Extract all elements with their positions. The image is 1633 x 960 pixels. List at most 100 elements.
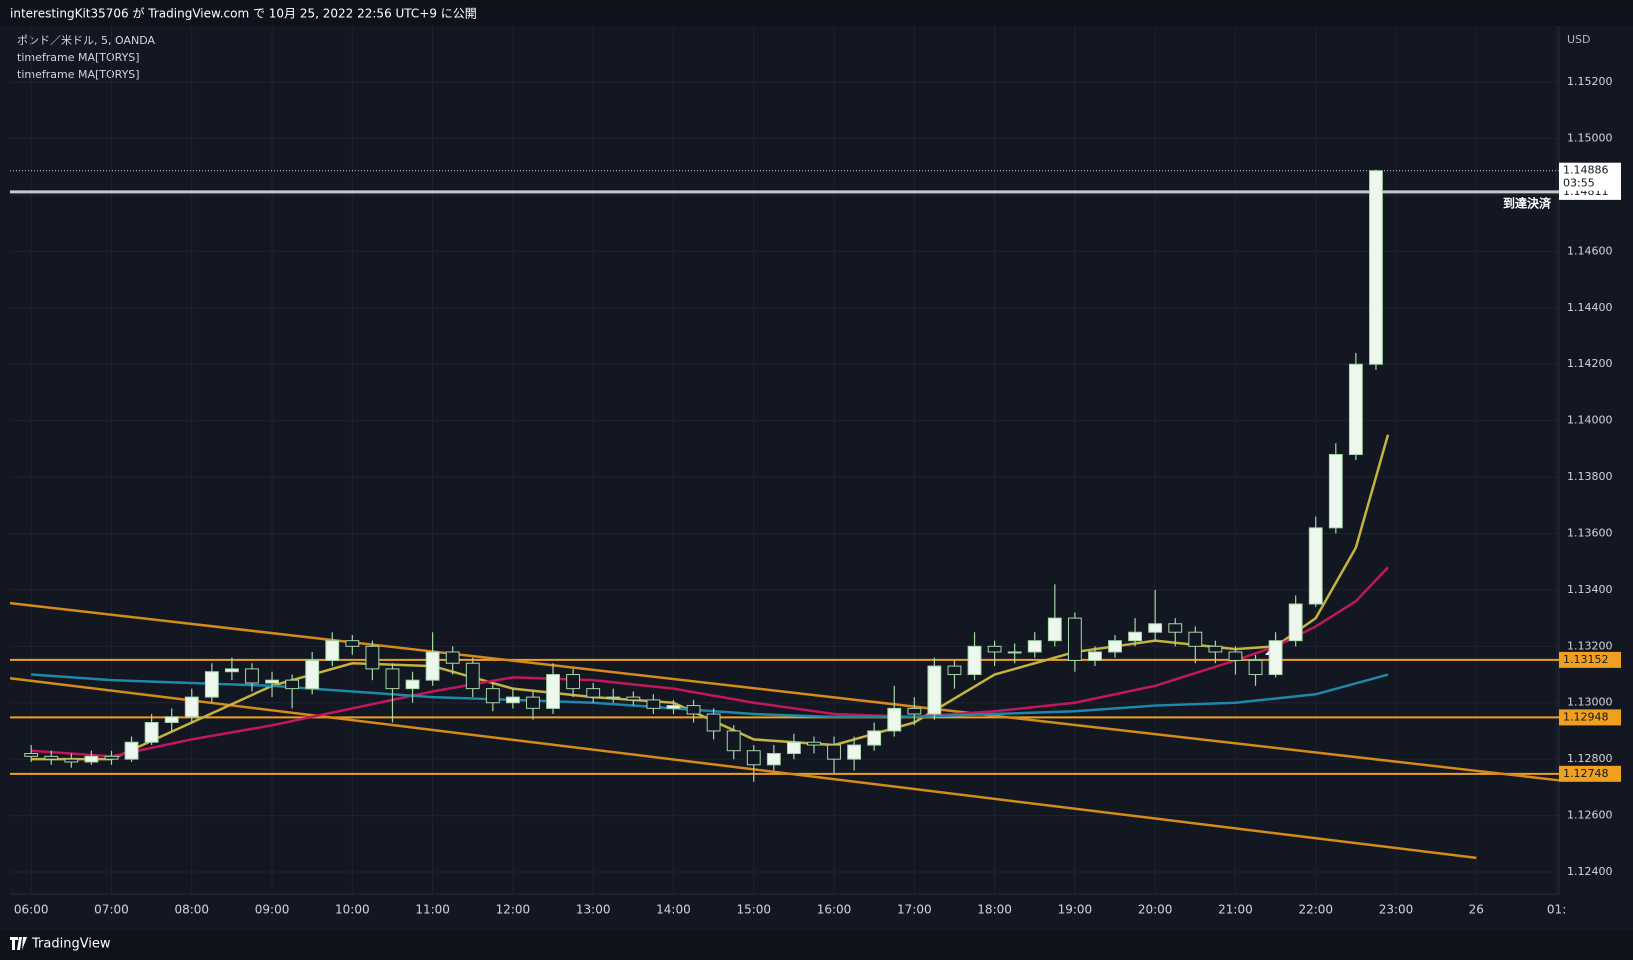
candle-body <box>746 750 761 766</box>
candle-body <box>686 705 701 715</box>
candle-body <box>124 741 139 760</box>
legend-text: ポンド／米ドル, 5, OANDA <box>17 34 155 47</box>
candle-body <box>566 674 581 690</box>
x-tick-label: 19:00 <box>1058 903 1093 917</box>
candle-body <box>405 679 420 690</box>
y-tick-label: 1.12800 <box>1567 752 1613 765</box>
x-tick-label: 06:00 <box>14 903 49 917</box>
candle-body <box>546 674 560 709</box>
candle-body <box>1128 631 1143 642</box>
x-tick-label: 18:00 <box>977 903 1012 917</box>
candle-body <box>1348 363 1363 455</box>
x-tick-label: 15:00 <box>736 903 771 917</box>
x-tick-label: 26 <box>1469 903 1484 917</box>
candle-body <box>1027 640 1042 653</box>
y-tick-label: 1.14400 <box>1567 301 1613 314</box>
candle-body <box>64 758 79 763</box>
candle-body <box>766 753 781 766</box>
candle-body <box>706 713 721 732</box>
candle-body <box>365 645 380 670</box>
candle-body <box>204 671 219 698</box>
y-tick-label: 1.12600 <box>1567 809 1613 822</box>
candle-body <box>1228 651 1243 661</box>
candle-body <box>265 679 279 684</box>
candle-body <box>807 741 821 746</box>
x-tick-label: 12:00 <box>496 903 531 917</box>
candle-body <box>646 699 661 709</box>
y-tick-label: 1.14600 <box>1567 244 1613 257</box>
candle-body <box>24 753 39 757</box>
candle-body <box>606 696 621 699</box>
x-tick-label: 21:00 <box>1218 903 1253 917</box>
last-price: 1.14886 <box>1563 164 1609 177</box>
candle-body <box>325 640 340 661</box>
candle-body <box>967 645 982 676</box>
candle-body <box>1148 623 1163 633</box>
level-label: 1.12948 <box>1563 710 1609 723</box>
candle-body <box>786 741 801 755</box>
candle-body <box>1108 640 1122 653</box>
candle-body <box>1248 659 1263 676</box>
candle-body <box>1369 170 1383 365</box>
x-tick-label: 11:00 <box>415 903 450 917</box>
candle-body <box>827 744 841 760</box>
y-tick-label: 1.13000 <box>1567 696 1613 709</box>
footer-bar <box>0 930 1633 960</box>
candle-body <box>1268 640 1283 676</box>
y-tick-label: 1.12400 <box>1567 865 1613 878</box>
y-tick-label: 1.14200 <box>1567 357 1613 370</box>
candle-body <box>385 668 400 690</box>
x-tick-label: 13:00 <box>576 903 611 917</box>
x-tick-label: 16:00 <box>817 903 852 917</box>
candle-body <box>184 696 199 718</box>
candle-body <box>1067 617 1082 661</box>
candle-body <box>1208 645 1223 653</box>
brand-logo <box>10 937 27 950</box>
candle-body <box>445 651 460 664</box>
y-tick-label: 1.13800 <box>1567 470 1613 483</box>
candle-body <box>847 744 862 760</box>
x-tick-label: 08:00 <box>174 903 209 917</box>
y-unit: USD <box>1567 33 1591 46</box>
candle-body <box>887 707 902 732</box>
x-tick-label: 07:00 <box>94 903 129 917</box>
candle-body <box>305 659 320 690</box>
x-tick-label: 20:00 <box>1138 903 1173 917</box>
candle-body <box>626 696 641 701</box>
candle-body <box>1308 527 1323 605</box>
candle-body <box>927 665 942 715</box>
level-label-box <box>1559 651 1621 668</box>
trend-line <box>9 601 1560 782</box>
brand: TradingView <box>31 937 111 952</box>
candle-body <box>1047 617 1062 642</box>
countdown: 03:55 <box>1563 177 1595 190</box>
level-label: 1.13152 <box>1563 653 1609 666</box>
candle-body <box>526 696 540 709</box>
candle-body <box>285 679 300 690</box>
candle-body <box>907 707 922 715</box>
y-tick-label: 1.13400 <box>1567 583 1613 596</box>
x-tick-label: 14:00 <box>656 903 691 917</box>
candle-body <box>1007 651 1022 654</box>
y-tick-label: 1.13600 <box>1567 526 1613 539</box>
candle-body <box>867 730 882 746</box>
candle-body <box>345 640 360 647</box>
candle-body <box>586 688 601 698</box>
candle-body <box>224 668 239 673</box>
candle-body <box>425 651 440 681</box>
candle-body <box>164 716 179 723</box>
level-label: 1.12748 <box>1563 767 1609 780</box>
candle-body <box>1188 631 1203 647</box>
y-tick-label: 1.15200 <box>1567 75 1613 88</box>
level-label-box <box>1559 709 1621 726</box>
last-price-box <box>1559 162 1621 191</box>
candle-body <box>726 730 741 752</box>
y-tick-label: 1.15000 <box>1567 132 1613 145</box>
legend-text: timeframe MA[TORYS] <box>17 68 140 81</box>
candle-body <box>465 662 480 690</box>
header-title: interestingKit35706 が TradingView.com で … <box>10 6 477 21</box>
candle-body <box>1288 603 1303 642</box>
candle-body <box>485 688 500 704</box>
legend-text: timeframe MA[TORYS] <box>17 51 140 64</box>
